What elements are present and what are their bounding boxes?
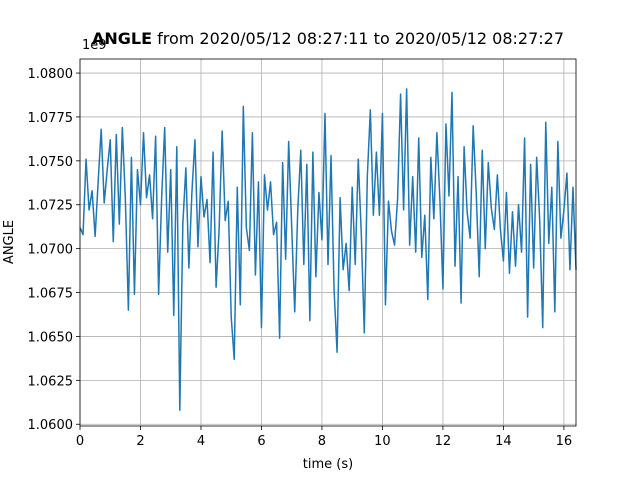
y-tick-label: 1.0750 bbox=[28, 155, 74, 170]
x-tick-label: 8 bbox=[318, 434, 326, 449]
data-line bbox=[79, 88, 577, 411]
y-tick-label: 1.0625 bbox=[28, 374, 74, 389]
y-tick-label: 1.0650 bbox=[28, 330, 74, 345]
x-tick-label: 6 bbox=[257, 434, 265, 449]
chart-title: ANGLE from 2020/05/12 08:27:11 to 2020/0… bbox=[92, 29, 564, 48]
x-tick-label: 0 bbox=[76, 434, 84, 449]
y-axis-label: ANGLE bbox=[2, 220, 17, 264]
x-tick-label: 14 bbox=[495, 434, 512, 449]
x-tick-label: 10 bbox=[374, 434, 391, 449]
x-tick-label: 2 bbox=[136, 434, 144, 449]
x-tick-label: 12 bbox=[435, 434, 452, 449]
x-tick-label: 16 bbox=[556, 434, 573, 449]
x-tick-label: 4 bbox=[197, 434, 205, 449]
x-axis-label: time (s) bbox=[303, 457, 353, 472]
y-tick-label: 1.0700 bbox=[28, 243, 74, 258]
title-main: ANGLE bbox=[92, 29, 152, 48]
y-tick-label: 1.0675 bbox=[28, 287, 74, 302]
y-tick-label: 1.0775 bbox=[28, 111, 74, 126]
title-rest: from 2020/05/12 08:27:11 to 2020/05/12 0… bbox=[157, 29, 564, 48]
y-offset-label: 1e9 bbox=[82, 38, 107, 53]
y-tick-label: 1.0800 bbox=[28, 67, 74, 82]
y-tick-label: 1.0600 bbox=[28, 418, 74, 433]
y-tick-label: 1.0725 bbox=[28, 199, 74, 214]
plot-frame bbox=[79, 58, 577, 427]
